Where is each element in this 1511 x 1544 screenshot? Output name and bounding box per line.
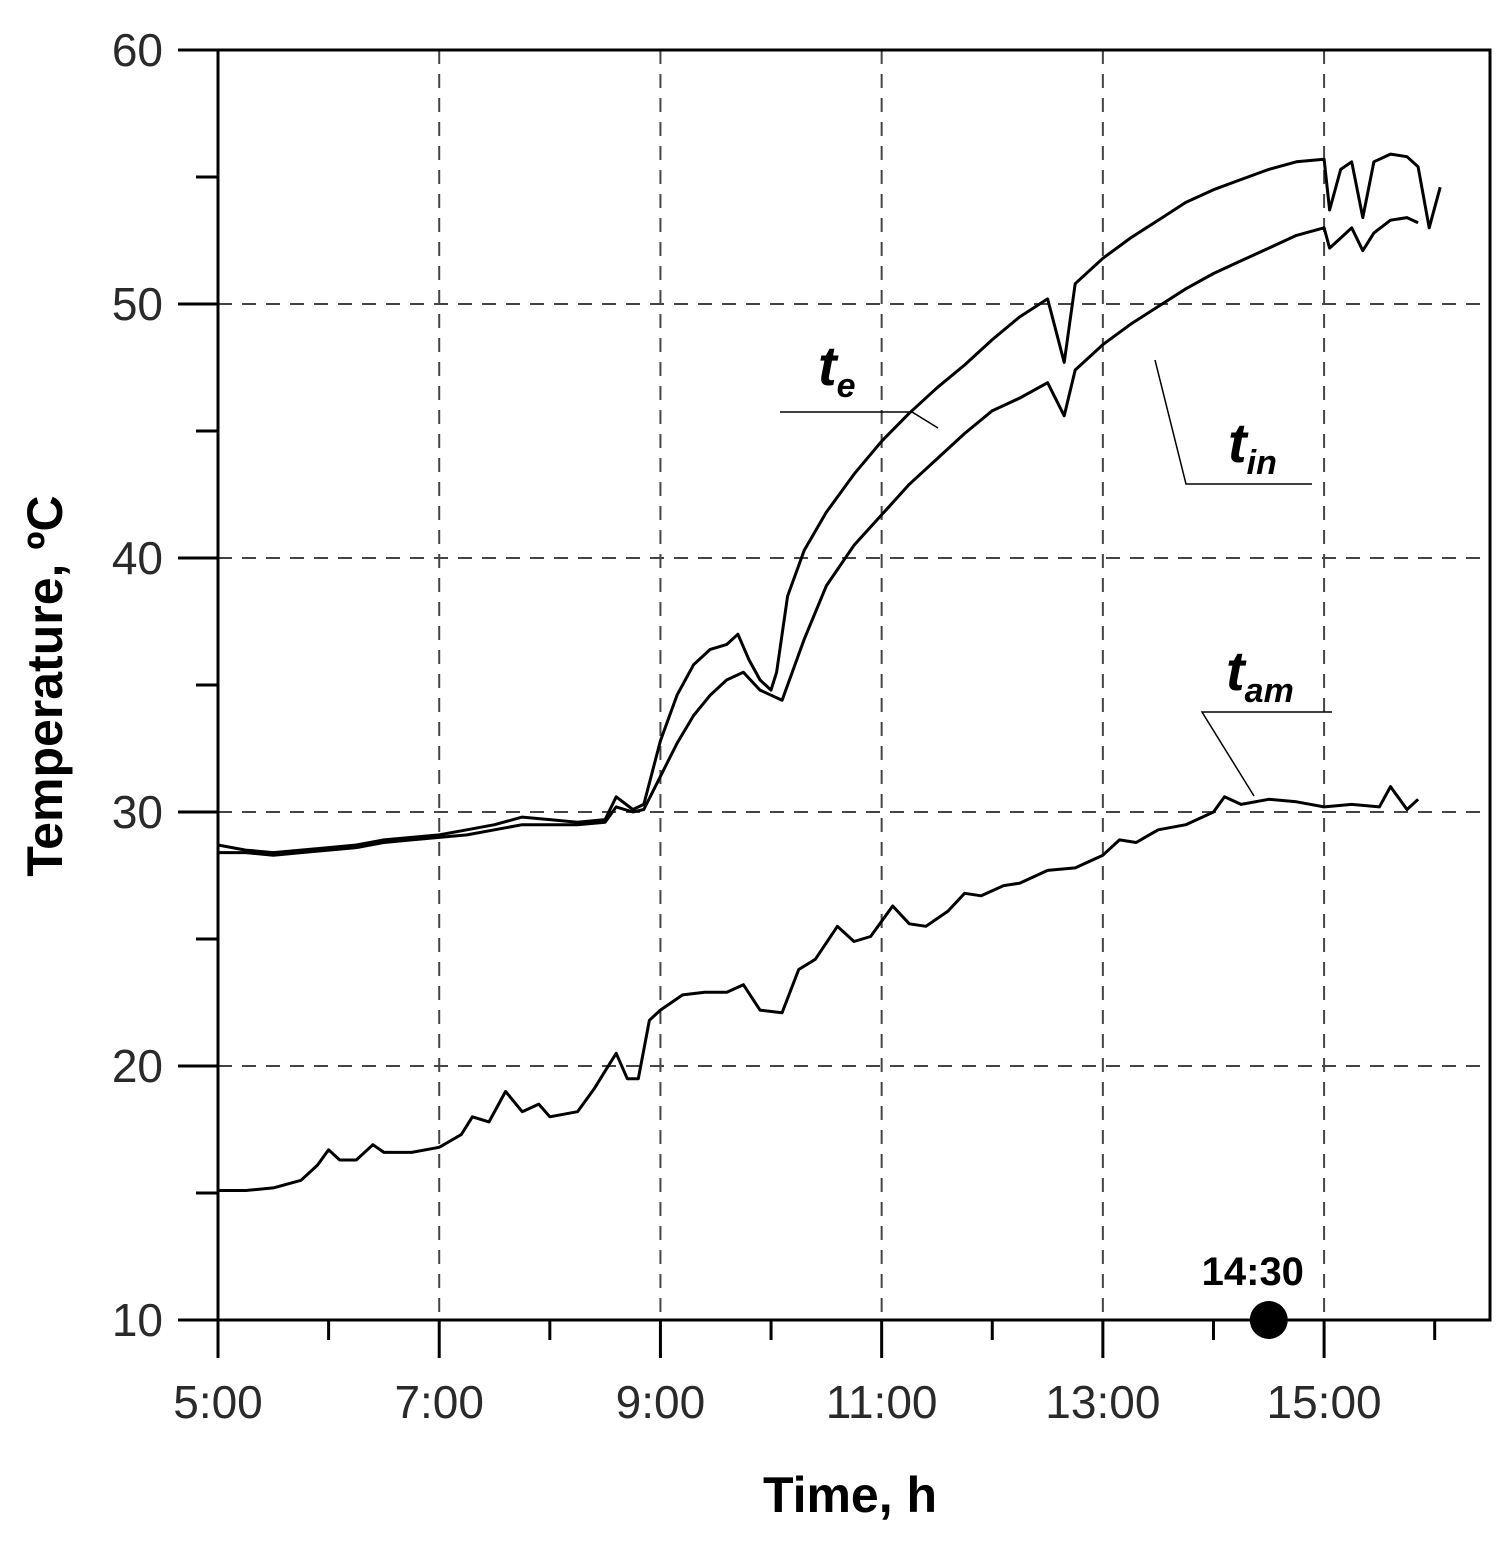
x-tick-label: 13:00 xyxy=(1045,1376,1160,1428)
series-line-tin xyxy=(218,216,1419,857)
y-tick-label: 10 xyxy=(112,1294,163,1346)
series-line-tam xyxy=(218,785,1420,1192)
x-tick-label: 15:00 xyxy=(1267,1376,1382,1428)
x-tick-label: 7:00 xyxy=(394,1376,484,1428)
marker-dot xyxy=(1249,1301,1288,1339)
series-label-tam: tam xyxy=(1226,639,1294,710)
x-tick-label: 5:00 xyxy=(173,1376,263,1428)
data-series xyxy=(217,152,1442,1192)
y-tick-label: 50 xyxy=(112,278,163,330)
leader-line-te xyxy=(780,411,939,429)
tick-labels: 10 20 30 40 50 60 5:00 7:00 9:00 11:00 13:00 15:00 xyxy=(112,24,1382,1428)
x-tick-label: 11:00 xyxy=(826,1376,938,1428)
y-tick-label: 60 xyxy=(112,24,163,76)
series-label-tin: tin xyxy=(1228,411,1277,482)
leader-line-tam xyxy=(1200,711,1332,797)
leader-line-tin xyxy=(1154,359,1312,485)
y-tick-label: 30 xyxy=(112,786,163,838)
y-axis-title: Temperature, ºC xyxy=(17,495,73,876)
plot-frame xyxy=(216,48,1492,1322)
series-label-te: te xyxy=(818,334,856,405)
y-tick-label: 40 xyxy=(112,532,163,584)
x-axis-title: Time, h xyxy=(763,1467,937,1523)
series-annotations: te tin tam xyxy=(780,334,1332,797)
grid-lines xyxy=(218,50,1490,1320)
marker-label: 14:30 xyxy=(1202,1250,1304,1294)
time-marker: 14:30 xyxy=(1202,1250,1304,1339)
y-tick-label: 20 xyxy=(112,1040,163,1092)
x-tick-label: 9:00 xyxy=(616,1376,706,1428)
series-line-te xyxy=(217,152,1442,855)
axis-ticks xyxy=(178,48,1437,1358)
